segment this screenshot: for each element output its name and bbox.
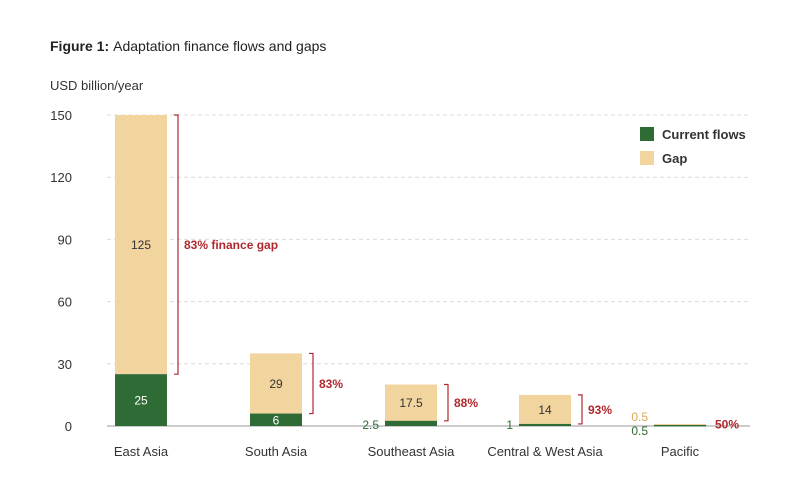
chart-title-text: Adaptation finance flows and gaps	[113, 38, 326, 54]
bar-gap	[250, 353, 302, 414]
bar-gap	[115, 115, 167, 375]
legend-swatch	[640, 127, 654, 141]
bar-current-label: 0.5	[631, 424, 648, 438]
y-axis-ticks: 0 30 60 90 120 150	[50, 108, 72, 434]
y-tick-label: 0	[65, 419, 72, 434]
legend-label: Current flows	[662, 127, 746, 142]
y-axis-label: USD billion/year	[50, 78, 144, 93]
gap-annotation: 50%	[715, 417, 739, 431]
gap-annotation: 83%	[319, 377, 343, 391]
gap-bracket	[578, 394, 583, 425]
y-tick-label: 90	[58, 232, 72, 247]
gridlines	[107, 114, 750, 427]
y-tick-label: 60	[58, 295, 72, 310]
gap-annotation: 88%	[454, 396, 478, 410]
bar-gap-label: 14	[538, 403, 552, 417]
x-tick-label: Pacific	[661, 444, 700, 459]
bar-current-label: 1	[506, 418, 513, 432]
gap-bracket	[444, 383, 449, 422]
bar-current	[115, 374, 167, 426]
bar-current-label: 2.5	[362, 418, 379, 432]
x-tick-label: Central & West Asia	[487, 444, 603, 459]
bar-current	[654, 424, 706, 427]
gap-bracket	[174, 114, 179, 375]
legend-swatch	[640, 151, 654, 165]
x-axis-ticks: East Asia South Asia Southeast Asia Central…	[114, 444, 700, 459]
bar-gap-label: 29	[269, 377, 283, 391]
gap-bracket	[309, 352, 314, 415]
bar-gap-label: 0.5	[631, 410, 648, 424]
bars: 25 125 83% finance gap 6 29 83% 2.5 17.5 88% 1 14 9…	[115, 114, 739, 438]
legend: Current flows Gap	[640, 127, 746, 166]
bar-current	[519, 423, 571, 426]
bar-group: 0.50.5 50%	[631, 410, 739, 438]
bar-group: 6 29 83%	[250, 352, 343, 427]
y-tick-label: 30	[58, 357, 72, 372]
bar-current	[385, 420, 437, 426]
bar-gap-label: 17.5	[399, 396, 423, 410]
x-tick-label: East Asia	[114, 444, 169, 459]
y-tick-label: 120	[50, 170, 72, 185]
chart-title-prefix: Figure 1:	[50, 38, 109, 54]
bar-gap-label: 125	[131, 238, 151, 252]
bar-gap	[385, 384, 437, 421]
gap-annotation: 83% finance gap	[184, 238, 278, 252]
x-tick-label: Southeast Asia	[368, 444, 455, 459]
legend-label: Gap	[662, 151, 687, 166]
chart-title: Figure 1: Adaptation finance flows and ga…	[50, 38, 326, 54]
bar-current-label: 25	[134, 394, 148, 408]
bar-group: 2.5 17.5 88%	[362, 383, 478, 432]
bar-gap	[519, 394, 571, 424]
bar-group: 1 14 93%	[506, 394, 612, 432]
bar-current-label: 6	[273, 413, 280, 427]
bar-gap	[654, 423, 706, 426]
bar-current	[250, 413, 302, 426]
gap-annotation: 93%	[588, 403, 612, 417]
bar-group: 25 125 83% finance gap	[115, 114, 278, 426]
x-tick-label: South Asia	[245, 444, 308, 459]
y-tick-label: 150	[50, 108, 72, 123]
